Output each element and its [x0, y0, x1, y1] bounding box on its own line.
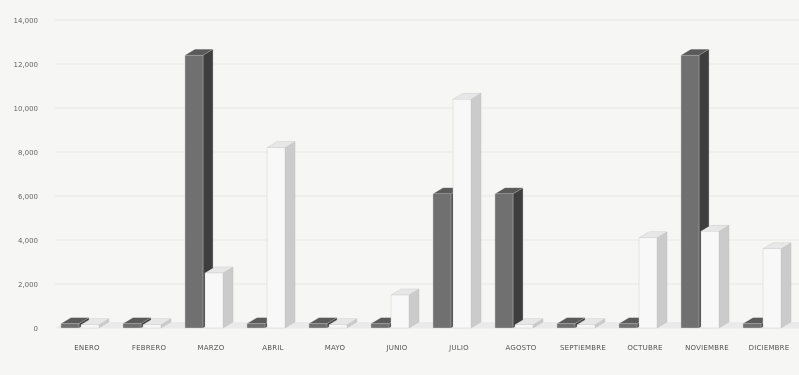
bar — [184, 55, 204, 329]
bar — [618, 323, 638, 329]
x-tick-label: SEPTIEMBRE — [560, 344, 606, 352]
y-tick-label: 2,000 — [18, 281, 38, 289]
bar — [556, 323, 576, 329]
bar-side — [408, 288, 420, 329]
bar — [266, 147, 286, 329]
y-tick-label: 10,000 — [14, 105, 39, 113]
x-tick-label: ENERO — [74, 344, 100, 352]
x-tick-label: NOVIEMBRE — [685, 344, 729, 352]
bar — [80, 324, 100, 329]
bar — [308, 323, 328, 329]
bar — [452, 98, 472, 329]
bar — [60, 323, 80, 329]
chart-floor — [55, 322, 799, 328]
x-tick-label: MARZO — [198, 344, 225, 352]
x-tick-label: MAYO — [325, 344, 346, 352]
bar — [204, 272, 224, 329]
bar — [742, 323, 762, 329]
x-tick-label: DICIEMBRE — [749, 344, 790, 352]
bar-side — [512, 187, 524, 329]
bar — [680, 55, 700, 329]
bar — [142, 324, 162, 329]
bar-side — [222, 266, 234, 329]
bar — [246, 323, 266, 329]
bar-side — [470, 92, 482, 329]
x-tick-label: JUNIO — [386, 344, 408, 352]
y-tick-label: 8,000 — [18, 149, 38, 157]
bar — [432, 193, 452, 329]
x-tick-label: ABRIL — [262, 344, 283, 352]
bar-side — [656, 231, 668, 329]
y-tick-label: 14,000 — [14, 17, 39, 25]
x-tick-label: FEBRERO — [132, 344, 167, 352]
x-tick-label: OCTUBRE — [627, 344, 662, 352]
bar — [390, 294, 410, 329]
bar-side — [780, 242, 792, 329]
y-tick-label: 4,000 — [18, 237, 38, 245]
x-tick-label: JULIO — [448, 344, 469, 352]
y-tick-label: 6,000 — [18, 193, 38, 201]
y-tick-label: 0 — [34, 325, 38, 333]
bar — [122, 323, 142, 329]
y-tick-label: 12,000 — [14, 61, 39, 69]
bar-side — [718, 224, 730, 329]
bar — [762, 248, 782, 329]
bar — [576, 324, 596, 329]
bar — [638, 237, 658, 329]
bar — [514, 324, 534, 329]
bar — [700, 230, 720, 329]
bar — [370, 323, 390, 329]
bar — [494, 193, 514, 329]
bar-side — [284, 141, 296, 329]
x-tick-label: AGOSTO — [505, 344, 536, 352]
bar — [328, 324, 348, 329]
